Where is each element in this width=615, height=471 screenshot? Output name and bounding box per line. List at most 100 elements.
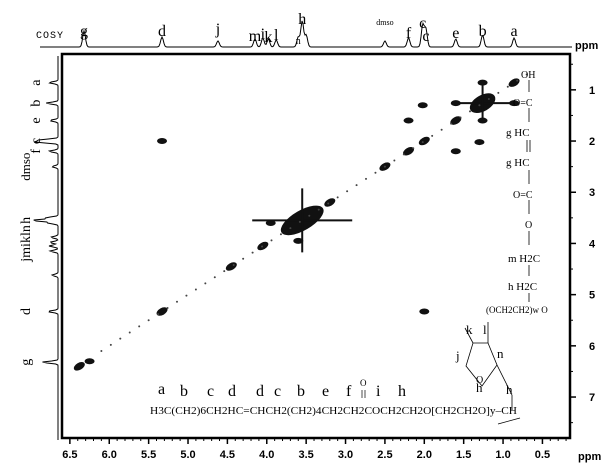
ring-structure: k l j n h O h [455,322,521,425]
cross-peak [293,237,304,244]
diagonal-trace-point [109,343,112,346]
x-tick-label: 5.5 [141,449,156,461]
side-group-carbonyl-1: O=C [513,98,533,109]
x-tick-label: 0.5 [535,449,550,461]
formula-letter-b: b [180,383,188,400]
diagonal-trace-point [298,220,301,223]
y-axis-ticks: 1 2 3 4 5 6 7 [570,63,596,424]
ring-label-j: j [455,348,460,363]
formula-letter-f: f [346,383,352,400]
formula-letter-i: i [376,383,381,400]
diagonal-peak [508,78,520,87]
x-tick-label: 2.5 [377,449,392,461]
cross-peak [417,102,428,109]
diagonal-trace-point [431,134,434,137]
diagonal-trace-point [355,184,358,187]
side-structure: OH O=C g HC g HC O=C O m H2C h H2C (OCH2… [486,70,548,315]
diagonal-trace-point [487,98,490,101]
y-tick-label: 5 [589,290,595,302]
diagonal-trace-point [175,300,178,303]
diagonal-peak [324,198,336,207]
left-peak-label-b: b [29,100,44,107]
side-group-peg: (OCH2CH2)w O [486,305,548,315]
y-tick-label: 1 [589,85,595,97]
diagonal-trace-point [128,331,131,334]
x-axis-ticks: 6.5 6.0 5.5 5.0 4.5 4.0 3.5 3.0 2.5 2.0 1.5 1.0 0.5 [62,438,567,461]
ring-substituent-bond [496,364,513,396]
x-tick-label: 3.0 [338,449,353,461]
diagonal-trace-point [497,91,500,94]
side-group-carbonyl-2: O=C [513,190,533,201]
cross-peak [509,100,520,107]
bottom-axis-unit: ppm [578,451,601,463]
diagonal-trace-point [383,165,386,168]
x-tick-label: 5.0 [180,449,195,461]
top-peak-label-a: a [511,23,518,40]
formula-peak-letters: a b c d d c b e f O i h [158,378,406,400]
diagonal-trace-point [279,233,282,236]
x-tick-label: 4.5 [220,449,235,461]
ring-label-l: l [483,322,487,337]
top-peak-label-j: j [215,21,220,38]
cross-peak [450,148,461,155]
diagonal-trace-point [138,325,141,328]
diagonal-trace-point [270,239,273,242]
ring-substituent-bond [464,327,474,344]
diagonal-trace-point [204,282,207,285]
left-peak-label-d: d [19,308,34,315]
diagonal-trace-point [223,270,226,273]
diagonal-trace-point [100,349,103,352]
x-tick-label: 1.0 [495,449,510,461]
top-peak-label-i: i [261,26,266,43]
cross-peak [450,100,461,107]
plot-frame [60,52,572,440]
left-peak-label-e: e [29,117,44,123]
diagonal-peak [156,307,168,316]
diagonal-trace-point [374,171,377,174]
diagonal-trace-point [478,104,481,107]
formula-letter-a: a [158,381,165,398]
top-peak-label-k: k [264,29,272,46]
top-peak-label-l: l [274,27,279,44]
left-peak-label-h: h [19,217,34,224]
y-tick-label: 3 [589,187,595,199]
side-group-g-1: g HC [506,127,530,139]
top-projection [40,20,572,48]
diagonal-trace-point [194,288,197,291]
side-group-g-2: g HC [506,157,530,169]
top-peak-labels: g d j m i k l hn dmso fcc e b a [80,11,518,47]
experiment-label: COSY [36,31,64,42]
ring-atom-o: O [476,375,483,386]
diagonal-trace-point [213,276,216,279]
diagonal-trace-point [440,128,443,131]
top-peak-label-g: g [80,23,88,40]
top-peak-label-c: c [419,15,426,32]
y-tick-label: 4 [589,238,596,250]
cross-peak [265,219,276,226]
ring-label-k: k [466,322,473,337]
left-peak-label-jmikln: jmikln [19,225,34,263]
formula-letter-d: d [256,383,264,400]
formula-letter-c: c [207,383,214,400]
right-axis-unit: ppm [575,40,598,52]
diagonal-trace-point [185,294,188,297]
x-tick-label: 3.5 [299,449,314,461]
peak-layer [73,73,528,371]
left-peak-label-f: f [29,149,44,154]
diagonal-trace-point [346,190,349,193]
diagonal-trace-point [402,153,405,156]
diagonal-peak [73,362,85,371]
y-tick-label: 7 [589,392,595,404]
y-tick-label: 2 [589,136,595,148]
diagonal-trace-point [412,147,415,150]
diagonal-trace-point [506,85,509,88]
ring-label-n: n [497,346,504,361]
diagonal-trace-point [261,245,264,248]
diagonal-trace-point [365,177,368,180]
formula-letter-h-right: h [476,380,483,395]
side-group-o: O [525,220,532,231]
molecule-formula: H3C(CH2)6CH2HC=CHCH2(CH2)4CH2CH2COCH2CH2… [150,406,517,417]
formula-letter-e: e [322,383,329,400]
left-peak-label-c: c [29,138,44,144]
x-tick-label: 2.0 [417,449,432,461]
